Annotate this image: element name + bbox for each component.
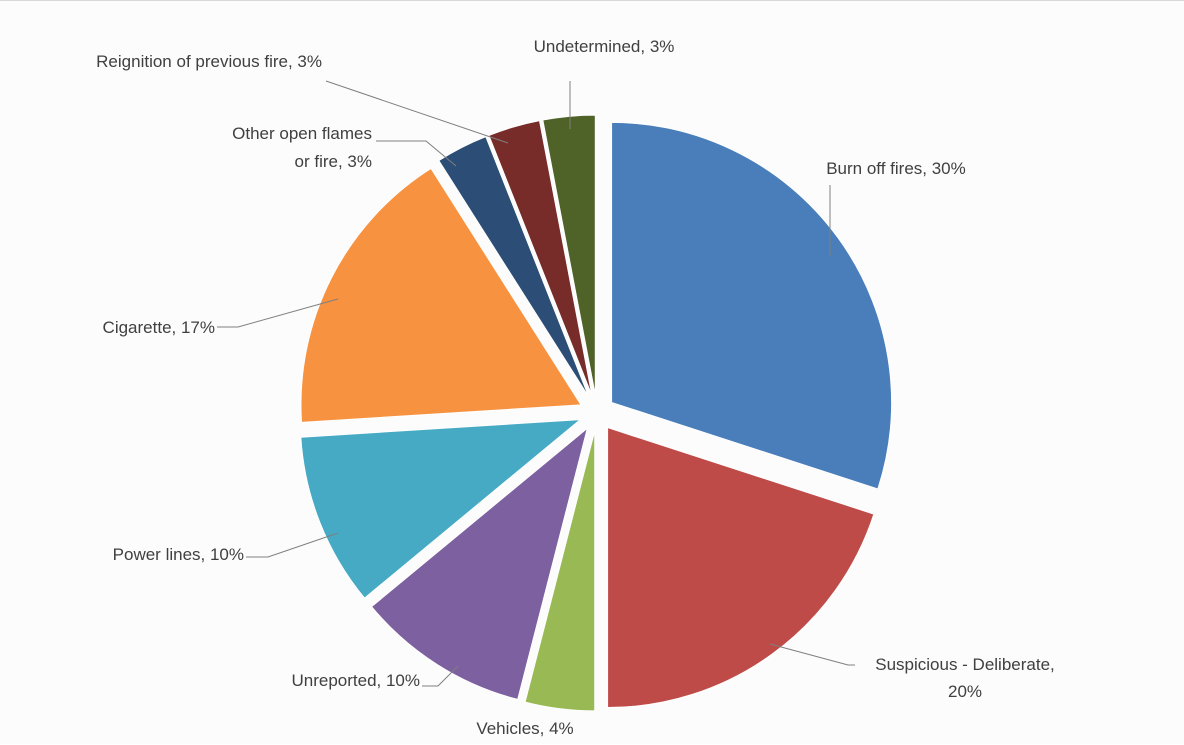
data-label-reignition-of-previous-fire: Reignition of previous fire, 3% <box>96 52 322 71</box>
pie-slice-burn-off-fires <box>611 121 893 490</box>
data-label-undetermined: Undetermined, 3% <box>534 37 675 56</box>
data-label-power-lines: Power lines, 10% <box>113 545 244 564</box>
data-label-cigarette: Cigarette, 17% <box>103 318 215 337</box>
data-label-suspicious-deliberate-line-2: 20% <box>948 682 982 701</box>
data-label-other-open-flames-or-fire-line-2: or fire, 3% <box>295 152 372 171</box>
leader-line-suspicious-deliberate <box>769 643 855 666</box>
data-labels: Burn off fires, 30% Suspicious - Delibera… <box>96 37 1055 738</box>
pie-slice-unreported <box>370 426 589 701</box>
pie-slices <box>300 114 893 712</box>
data-label-other-open-flames-or-fire-line-1: Other open flames <box>232 124 372 143</box>
pie-slice-other-open-flames-or-fire <box>438 135 590 398</box>
pie-slice-undetermined <box>542 114 596 396</box>
leader-line-cigarette <box>217 298 339 328</box>
data-label-suspicious-deliberate-line-1: Suspicious - Deliberate, <box>875 655 1055 674</box>
data-label-unreported: Unreported, 10% <box>291 671 420 690</box>
leader-line-reignition-of-previous-fire <box>325 80 509 144</box>
pie-slice-power-lines <box>300 419 582 599</box>
data-label-burn-off-fires: Burn off fires, 30% <box>826 159 966 178</box>
pie-slice-cigarette <box>300 167 582 423</box>
pie-slice-suspicious-deliberate <box>607 426 875 709</box>
data-label-vehicles: Vehicles, 4% <box>476 719 573 738</box>
pie-slice-vehicles <box>524 430 596 712</box>
pie-slice-reignition-of-previous-fire <box>488 120 593 396</box>
leader-line-power-lines <box>246 532 339 558</box>
leader-line-other-open-flames-or-fire <box>376 140 457 167</box>
leader-lines <box>217 80 855 687</box>
leader-line-unreported <box>422 665 459 687</box>
